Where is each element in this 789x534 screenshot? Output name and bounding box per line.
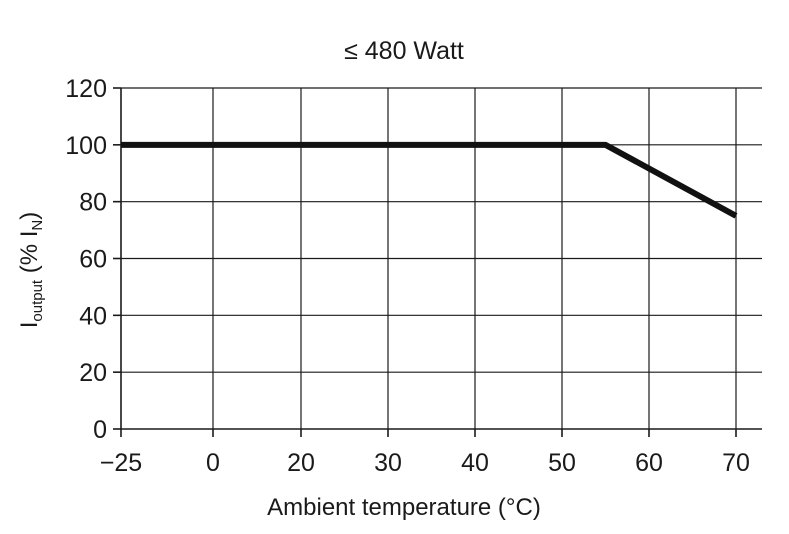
x-tick-label: −25 <box>100 449 142 477</box>
y-label-end: ) <box>16 212 43 220</box>
y-tick-label: 80 <box>79 189 107 217</box>
chart-title: ≤ 480 Watt <box>344 37 464 65</box>
y-label-mid: (% I <box>16 231 43 280</box>
series-layer <box>121 141 738 219</box>
y-label-sub: output <box>29 279 46 322</box>
y-tick-label: 20 <box>79 359 107 387</box>
x-tick-label: 70 <box>722 449 750 477</box>
x-tick-label: 50 <box>548 449 576 477</box>
x-tick-label: 0 <box>206 449 220 477</box>
y-tick-label: 120 <box>65 75 107 103</box>
y-axis-label: Ioutput (% IN) <box>16 212 46 329</box>
x-tick-label: 40 <box>461 449 489 477</box>
y-tick-label: 60 <box>79 246 107 274</box>
grid <box>121 87 762 429</box>
y-axis-ticks: 0 20 40 60 80 100 120 <box>65 75 121 444</box>
series-line <box>121 141 738 219</box>
x-tick-label: 20 <box>287 449 315 477</box>
y-tick-label: 100 <box>65 132 107 160</box>
y-tick-label: 0 <box>93 416 107 444</box>
x-tick-label: 30 <box>374 449 402 477</box>
x-axis-label: Ambient temperature (°C) <box>267 494 541 521</box>
y-tick-label: 40 <box>79 302 107 330</box>
y-label-main: I <box>16 322 43 329</box>
x-tick-label: 60 <box>635 449 663 477</box>
x-axis-ticks: −25 0 20 30 40 50 60 70 <box>100 429 750 477</box>
y-label-sub2: N <box>29 220 46 231</box>
